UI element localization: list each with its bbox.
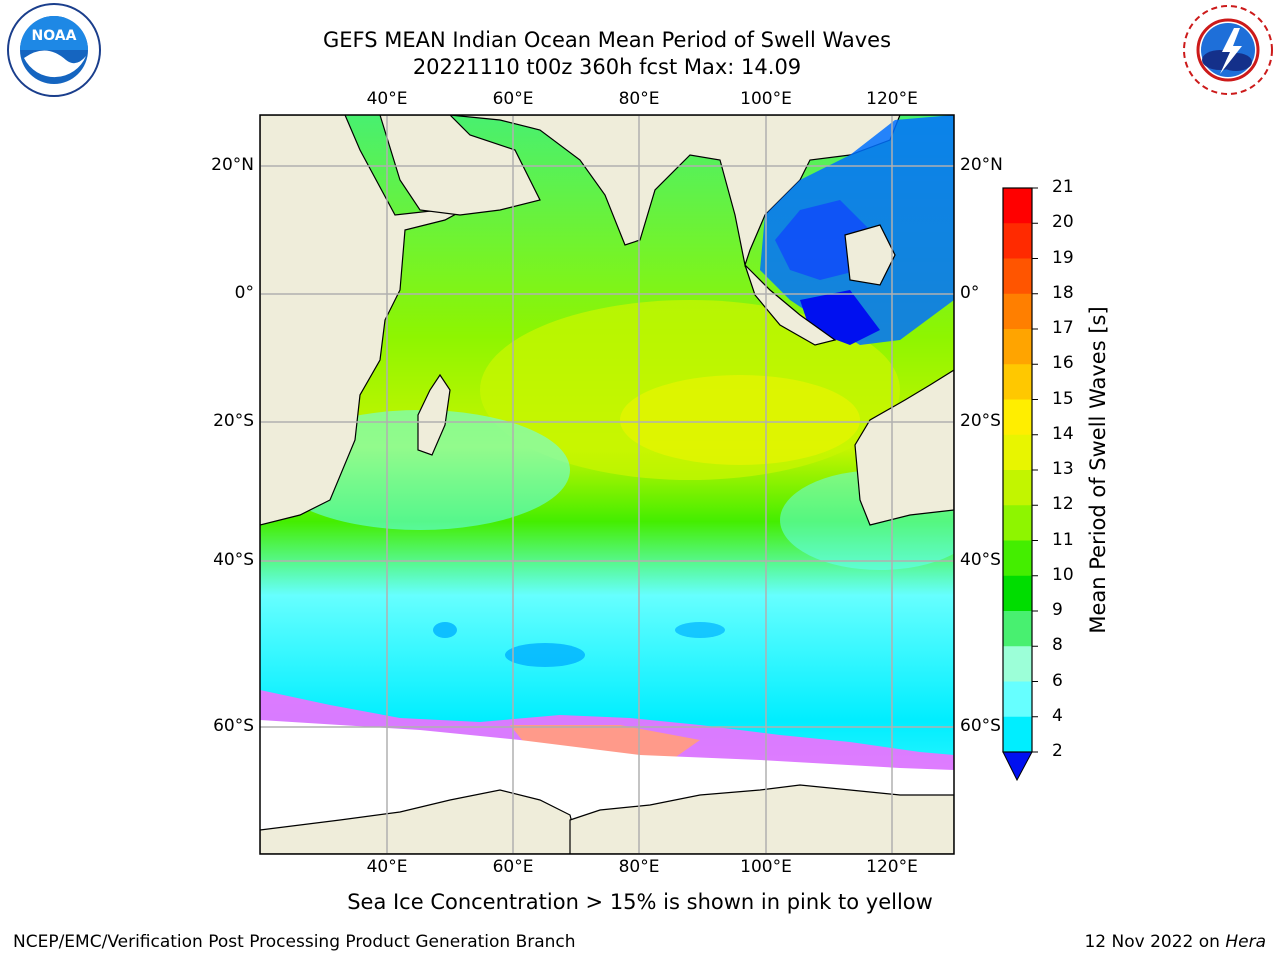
colorbar-tick-label: 20 [1052, 212, 1074, 233]
colorbar-segment [1003, 399, 1032, 436]
lat-label-left-20n: 20°N [211, 155, 254, 175]
lat-label-left-60s: 60°S [213, 716, 254, 736]
sea-ice-note: Sea Ice Concentration > 15% is shown in … [347, 890, 933, 914]
colorbar-segment [1003, 611, 1032, 647]
colorbar-tick-label: 14 [1052, 423, 1074, 444]
colorbar-segment [1003, 329, 1032, 365]
colorbar-tick-label: 6 [1052, 670, 1063, 691]
colorbar-segment [1003, 646, 1032, 682]
colorbar-tick-label: 18 [1052, 282, 1074, 303]
land-madagascar [417, 373, 451, 456]
colorbar-tick-label: 10 [1052, 564, 1074, 585]
map-field [260, 115, 954, 854]
colorbar-tick-label: 4 [1052, 705, 1063, 726]
lat-label-left-20s: 20°S [213, 411, 254, 431]
colorbar-segment [1003, 575, 1032, 612]
lat-label-right-20s: 20°S [960, 411, 1001, 431]
lat-label-right-20n: 20°N [960, 155, 1003, 175]
land-arabia [379, 115, 541, 216]
colorbar-segment [1003, 716, 1032, 753]
blue-patch-3 [675, 622, 725, 638]
colorbar-tick-label: 9 [1052, 600, 1063, 620]
lat-label-left-0: 0° [234, 283, 254, 303]
lon-label-bottom-80: 80°E [618, 857, 660, 877]
blue-patch-2 [433, 622, 457, 638]
blue-patch-1 [505, 643, 585, 667]
colorbar-segment [1003, 540, 1032, 577]
colorbar-tick-label: 2 [1052, 741, 1063, 761]
lat-label-left-40s: 40°S [213, 550, 254, 570]
colorbar-segment [1003, 434, 1032, 471]
map-frame [259, 114, 955, 855]
title-line1: GEFS MEAN Indian Ocean Mean Period of Sw… [322, 28, 892, 52]
gridlines [260, 115, 954, 854]
lon-label-bottom-40: 40°E [366, 857, 408, 877]
maritime-darkblue [775, 200, 870, 280]
lat-label-right-60s: 60°S [960, 716, 1001, 736]
colorbar-segment [1003, 188, 1032, 224]
colorbar [1003, 187, 1038, 753]
land-antarctica-west [260, 789, 581, 854]
colorbar-segment [1003, 505, 1032, 541]
colorbar-tick-label: 15 [1052, 388, 1074, 409]
colorbar-tick-label: 21 [1052, 177, 1074, 197]
lon-label-top-100: 100°E [740, 89, 792, 109]
colorbar-tick-label: 12 [1052, 494, 1074, 515]
lon-label-top-40: 40°E [366, 89, 408, 109]
footer-org: NCEP/EMC/Verification Post Processing Pr… [13, 932, 576, 952]
colorbar-segment [1003, 470, 1032, 506]
colorbar-tick-label: 16 [1052, 353, 1074, 374]
colorbar-segment [1003, 293, 1032, 330]
lat-label-right-0: 0° [960, 283, 980, 303]
lon-label-bottom-120: 120°E [866, 857, 918, 877]
colorbar-frame [1002, 187, 1033, 753]
colorbar-tick-label: 19 [1052, 247, 1074, 268]
footer-machine: Hera [1225, 932, 1266, 952]
noaa-logo: NOAA [7, 3, 101, 97]
colorbar-tick-label: 13 [1052, 459, 1074, 479]
colorbar-segment [1003, 223, 1032, 259]
land-australia [854, 369, 954, 526]
colorbar-segment [1003, 681, 1032, 718]
land-borneo [844, 224, 896, 286]
lon-label-bottom-60: 60°E [492, 857, 534, 877]
lon-label-top-60: 60°E [492, 89, 534, 109]
colorbar-extend-arrow [1002, 751, 1033, 782]
lat-label-right-40s: 40°S [960, 550, 1001, 570]
footer-date-text: 12 Nov 2022 on [1084, 932, 1226, 952]
colorbar-tick-label: 11 [1052, 529, 1074, 550]
title-line2: 20221110 t00z 360h fcst Max: 14.09 [412, 55, 802, 79]
lon-label-top-80: 80°E [618, 89, 660, 109]
colorbar-tick-label: 17 [1052, 318, 1074, 338]
colorbar-label: Mean Period of Swell Waves [s] [1086, 306, 1110, 634]
noaa-logo-text: NOAA [32, 28, 77, 44]
colorbar-tick-label: 8 [1052, 635, 1063, 656]
footer-date: 12 Nov 2022 on Hera [1084, 932, 1266, 952]
lon-label-top-120: 120°E [866, 89, 918, 109]
nws-logo [1182, 4, 1274, 96]
swell-peak [620, 375, 860, 465]
colorbar-segment [1003, 258, 1032, 295]
lon-label-bottom-100: 100°E [740, 857, 792, 877]
land-antarctica-east [569, 784, 954, 854]
colorbar-segment [1003, 364, 1032, 400]
